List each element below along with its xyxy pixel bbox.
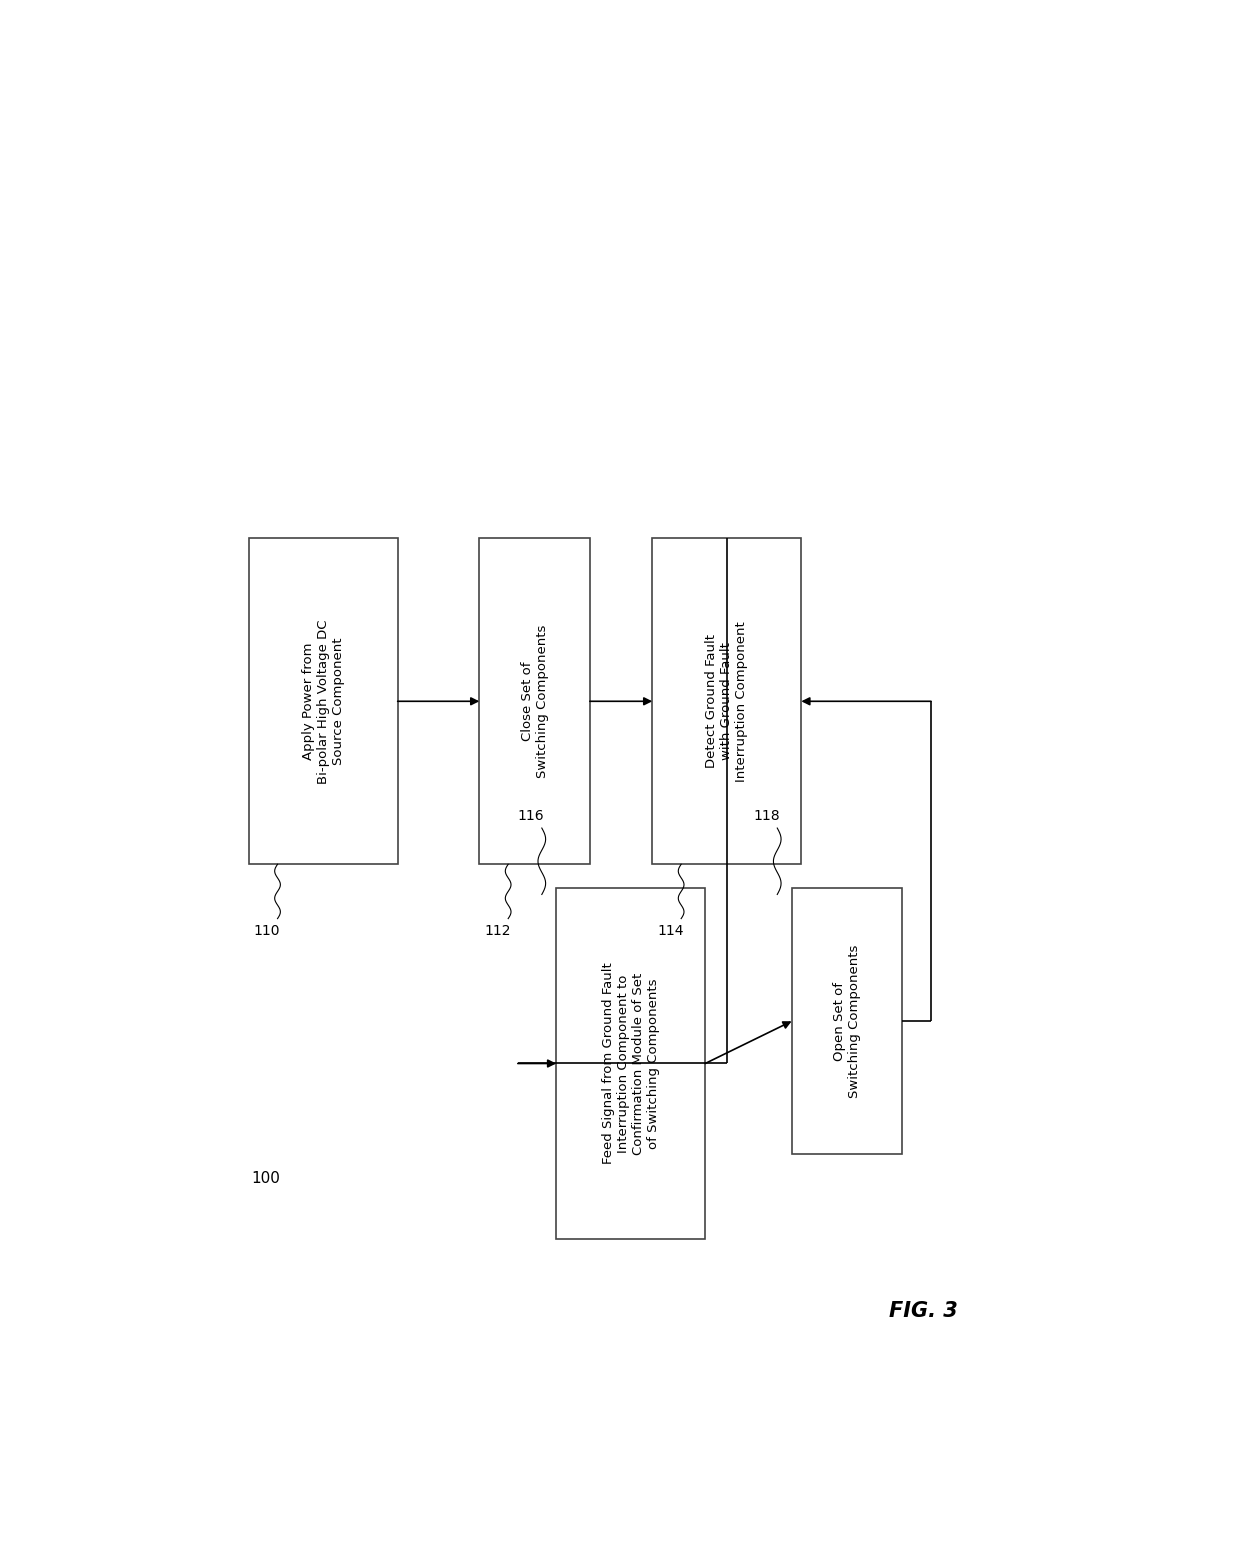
Text: Open Set of
Switching Components: Open Set of Switching Components <box>833 944 861 1098</box>
Bar <box>249 538 398 864</box>
Text: 110: 110 <box>253 924 280 938</box>
Bar <box>480 538 590 864</box>
Text: 112: 112 <box>484 924 511 938</box>
Text: Feed Signal from Ground Fault
Interruption Component to
Confirmation Module of S: Feed Signal from Ground Fault Interrupti… <box>601 963 660 1165</box>
Text: FIG. 3: FIG. 3 <box>889 1301 959 1320</box>
Text: Detect Ground Fault
with Ground Fault
Interruption Component: Detect Ground Fault with Ground Fault In… <box>706 621 748 782</box>
Bar <box>652 538 801 864</box>
Text: 100: 100 <box>250 1171 280 1185</box>
Text: 118: 118 <box>753 809 780 823</box>
Bar <box>791 889 903 1154</box>
Text: 116: 116 <box>518 809 544 823</box>
Text: Close Set of
Switching Components: Close Set of Switching Components <box>521 624 548 778</box>
Text: 114: 114 <box>657 924 683 938</box>
Text: Apply Power from
Bi-polar High Voltage DC
Source Component: Apply Power from Bi-polar High Voltage D… <box>301 619 345 784</box>
Bar <box>557 889 706 1239</box>
